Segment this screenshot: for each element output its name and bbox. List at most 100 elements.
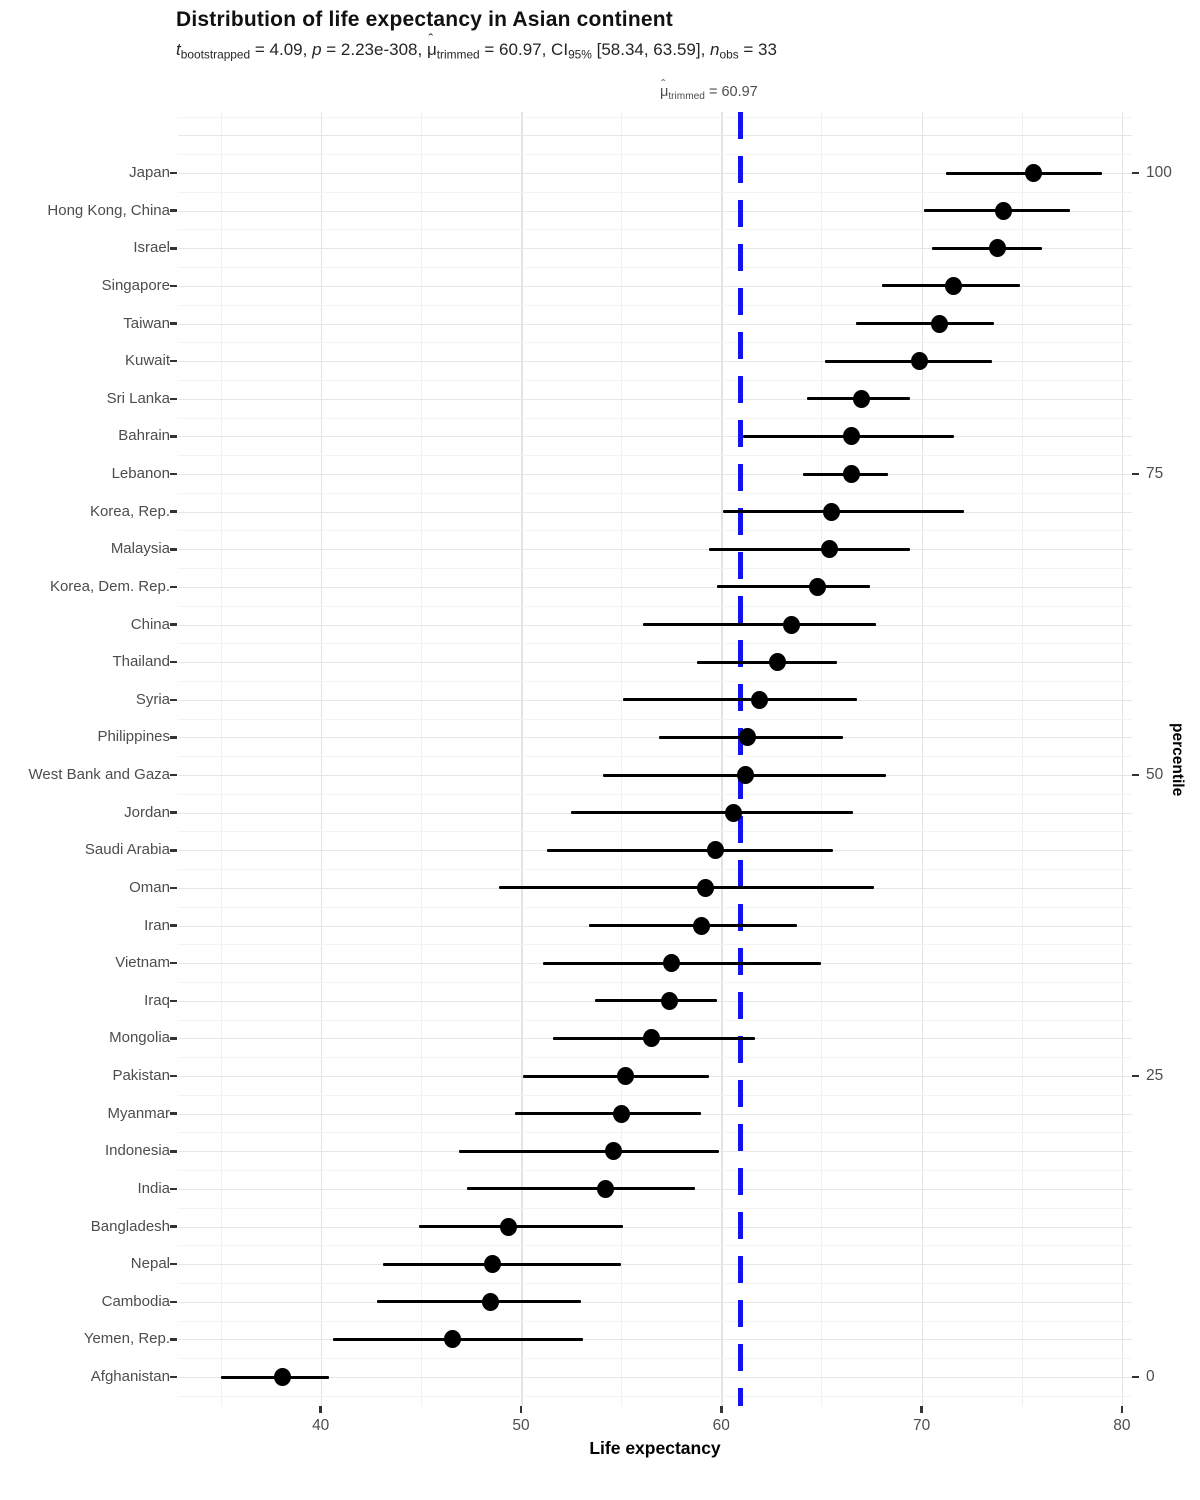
- gridline-horizontal-minor: [178, 116, 1132, 118]
- data-point: [612, 1104, 630, 1123]
- country-label: Philippines: [97, 728, 170, 746]
- y-axis-tick: [170, 1150, 177, 1153]
- data-point: [660, 991, 678, 1010]
- gridline-horizontal-minor: [178, 191, 1132, 193]
- gridline-horizontal-major: [178, 323, 1132, 325]
- gridline-horizontal-minor: [178, 455, 1132, 457]
- ci-line: [523, 1074, 710, 1078]
- right-axis-title: percentile: [1169, 723, 1186, 797]
- gridline-horizontal-minor: [178, 1320, 1132, 1322]
- text-segment: bootstrapped: [180, 47, 251, 62]
- gridline-horizontal-minor: [178, 1019, 1132, 1021]
- gridline-horizontal-major: [178, 1226, 1132, 1228]
- text-segment: [58.34, 63.59],: [591, 40, 711, 59]
- ci-line: [547, 848, 834, 852]
- country-label: Malaysia: [110, 540, 170, 558]
- gridline-horizontal-minor: [178, 1395, 1132, 1397]
- country-label: Kuwait: [124, 352, 170, 370]
- y-axis-tick: [170, 1338, 177, 1341]
- gridline-horizontal-major: [178, 1264, 1132, 1266]
- ci-line: [458, 1149, 720, 1153]
- x-axis-tick-label: 60: [712, 1417, 730, 1434]
- gridline-vertical-minor: [420, 112, 422, 1406]
- country-label: Bangladesh: [90, 1217, 170, 1235]
- data-point: [604, 1142, 622, 1161]
- ci-line: [376, 1300, 582, 1304]
- text-segment: = 60.97: [704, 84, 758, 100]
- data-point: [995, 201, 1013, 220]
- x-axis-tick: [920, 1406, 923, 1413]
- ci-line: [931, 246, 1042, 250]
- data-point: [482, 1292, 500, 1311]
- text-segment: = 2.23e-308,: [321, 40, 427, 59]
- gridline-horizontal-minor: [178, 229, 1132, 231]
- country-label: Iraq: [144, 991, 170, 1009]
- percentile-axis-tick-label: 75: [1146, 465, 1164, 482]
- data-point: [842, 465, 860, 483]
- data-point: [500, 1217, 518, 1236]
- gridline-horizontal-minor: [178, 906, 1132, 908]
- text-segment: p: [312, 40, 322, 59]
- country-label: Pakistan: [112, 1067, 170, 1084]
- gridline-horizontal-minor: [178, 304, 1132, 306]
- gridline-horizontal-major: [178, 474, 1132, 475]
- gridline-horizontal-minor: [178, 869, 1132, 871]
- data-point: [931, 314, 949, 333]
- gridline-horizontal-major: [178, 586, 1132, 588]
- data-point: [484, 1255, 502, 1274]
- ci-line: [723, 510, 964, 514]
- country-label: Indonesia: [104, 1142, 170, 1160]
- data-point: [1025, 164, 1043, 182]
- text-segment: = 60.97, CI: [479, 40, 569, 59]
- percentile-axis-tick-label: 100: [1146, 164, 1172, 181]
- gridline-horizontal-major: [178, 361, 1132, 363]
- gridline-horizontal-minor: [178, 154, 1132, 156]
- country-label: China: [130, 615, 170, 633]
- country-label: Oman: [129, 878, 170, 896]
- y-axis-tick: [170, 1037, 177, 1040]
- gridline-horizontal-minor: [178, 944, 1132, 946]
- gridline-vertical-minor: [821, 112, 823, 1406]
- gridline-horizontal-minor: [178, 680, 1132, 682]
- country-label: Israel: [133, 239, 170, 257]
- y-axis-tick: [170, 660, 177, 664]
- country-label: Japan: [129, 164, 170, 181]
- gridline-vertical-major: [320, 112, 323, 1406]
- ci-line: [945, 171, 1102, 175]
- data-point: [853, 389, 870, 408]
- percentile-axis-tick-label: 25: [1146, 1067, 1164, 1084]
- y-axis-tick: [170, 585, 177, 589]
- data-point: [706, 841, 724, 860]
- ci-line: [643, 623, 876, 626]
- gridline-horizontal-minor: [178, 718, 1132, 720]
- percentile-axis-tick-label: 0: [1146, 1368, 1155, 1385]
- percentile-axis-tick: [1132, 472, 1139, 476]
- percentile-axis-tick: [1132, 1074, 1139, 1078]
- data-point: [596, 1179, 614, 1198]
- gridline-horizontal-major: [178, 436, 1132, 438]
- country-label: Yemen, Rep.: [83, 1330, 170, 1348]
- data-point: [662, 954, 680, 973]
- y-axis-tick: [170, 999, 177, 1002]
- gridline-horizontal-minor: [178, 1094, 1132, 1096]
- data-point: [692, 916, 710, 935]
- y-axis-tick: [170, 322, 177, 325]
- gridline-vertical-major: [921, 112, 924, 1406]
- y-axis-tick: [170, 1262, 177, 1266]
- ci-line: [382, 1262, 622, 1266]
- data-point: [768, 653, 786, 672]
- gridline-horizontal-minor: [178, 530, 1132, 532]
- gridline-horizontal-minor: [178, 605, 1132, 607]
- gridline-horizontal-minor: [178, 981, 1132, 983]
- y-axis-tick: [170, 397, 177, 400]
- gridline-horizontal-minor: [178, 1207, 1132, 1209]
- y-axis-tick: [170, 510, 177, 513]
- country-label: Sri Lanka: [106, 389, 170, 407]
- ci-line: [709, 547, 910, 551]
- country-label: Mongolia: [109, 1029, 170, 1047]
- trimmed-mean-test-line: [738, 112, 744, 1406]
- x-axis-tick: [519, 1406, 523, 1413]
- gridline-horizontal-minor: [178, 793, 1132, 795]
